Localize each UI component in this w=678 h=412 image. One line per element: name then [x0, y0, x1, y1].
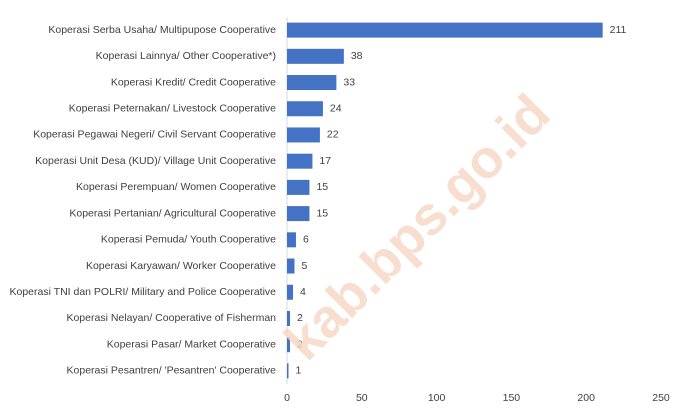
y-tick-label: Koperasi Peternakan/ Livestock Cooperati…	[69, 103, 276, 115]
bar	[287, 232, 296, 248]
value-label: 5	[301, 260, 307, 272]
value-label: 6	[303, 234, 309, 246]
bar	[287, 310, 290, 326]
watermark: kab.bps.go.id	[273, 83, 562, 372]
value-label: 33	[343, 76, 355, 88]
bar	[287, 284, 293, 300]
bar	[287, 258, 295, 274]
x-tick-label: 100	[428, 392, 446, 404]
y-tick-label: Koperasi TNI dan POLRI/ Military and Pol…	[9, 286, 276, 298]
y-tick-label: Koperasi Karyawan/ Worker Cooperative	[86, 260, 276, 272]
bar	[287, 363, 289, 379]
x-tick-label: 50	[356, 392, 368, 404]
y-tick-label: Koperasi Pasar/ Market Cooperative	[107, 338, 276, 350]
x-tick-label: 0	[284, 392, 290, 404]
y-tick-label: Koperasi Pegawai Negeri/ Civil Servant C…	[33, 129, 276, 141]
value-label: 15	[316, 207, 328, 219]
y-tick-label: Koperasi Pemuda/ Youth Cooperative	[101, 234, 276, 246]
x-tick-label: 150	[503, 392, 521, 404]
y-tick-label: Koperasi Pertanian/ Agricultural Coopera…	[69, 207, 276, 219]
bar	[287, 153, 313, 169]
bar	[287, 101, 323, 117]
value-label: 15	[316, 181, 328, 193]
x-tick-label: 250	[652, 392, 670, 404]
value-label: 2	[297, 338, 303, 350]
y-tick-label: Koperasi Pesantren/ 'Pesantren' Cooperat…	[67, 365, 277, 377]
value-label: 2	[297, 312, 303, 324]
y-tick-label: Koperasi Unit Desa (KUD)/ Village Unit C…	[35, 155, 276, 167]
y-tick-label: Koperasi Perempuan/ Women Cooperative	[76, 181, 276, 193]
x-tick-label: 200	[577, 392, 595, 404]
y-tick-label: Koperasi Kredit/ Credit Cooperative	[111, 76, 276, 88]
y-tick-label: Koperasi Serba Usaha/ Multipupose Cooper…	[48, 24, 276, 36]
value-label: 211	[610, 24, 627, 36]
bar	[287, 337, 290, 353]
y-tick-label: Koperasi Nelayan/ Cooperative of Fisherm…	[66, 312, 276, 324]
y-tick-label: Koperasi Lainnya/ Other Cooperative*)	[96, 50, 276, 62]
bar	[287, 22, 603, 38]
value-label: 1	[295, 365, 301, 377]
bar	[287, 206, 310, 222]
value-label: 38	[351, 50, 363, 62]
value-label: 17	[319, 155, 331, 167]
value-label: 24	[330, 103, 342, 115]
value-label: 22	[327, 129, 339, 141]
bar	[287, 127, 320, 143]
bar	[287, 75, 337, 91]
bar	[287, 179, 310, 195]
bar	[287, 48, 344, 64]
value-label: 4	[300, 286, 306, 298]
